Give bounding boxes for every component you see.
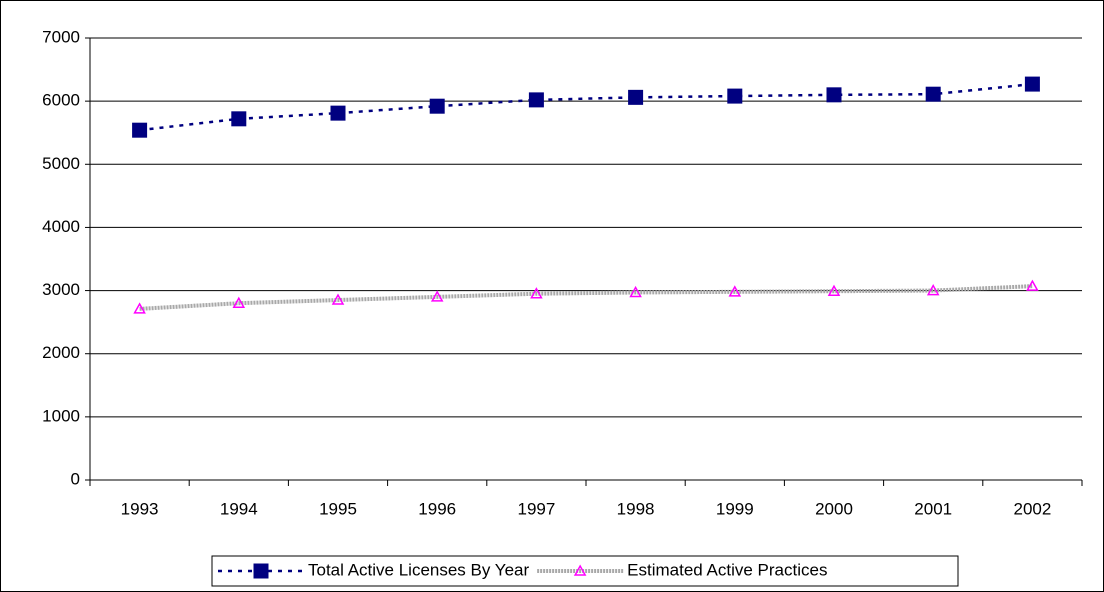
x-tick-label: 1999 — [716, 499, 754, 518]
x-tick-label: 1994 — [220, 499, 258, 518]
y-tick-label: 0 — [71, 469, 80, 488]
data-point — [231, 111, 247, 127]
data-point — [926, 284, 940, 296]
data-point — [1026, 279, 1039, 291]
x-tick-label: 1993 — [121, 499, 159, 518]
data-point — [629, 285, 642, 298]
x-tick-label: 2000 — [815, 499, 853, 518]
x-tick-label: 1995 — [319, 499, 357, 518]
y-tick-label: 7000 — [42, 27, 80, 46]
data-point — [232, 296, 246, 308]
legend-label: Estimated Active Practices — [627, 560, 827, 579]
data-point — [728, 285, 742, 297]
data-point — [133, 302, 146, 314]
x-tick-label: 1997 — [517, 499, 555, 518]
x-tick-label: 1998 — [617, 499, 655, 518]
x-tick-label: 1996 — [418, 499, 456, 518]
data-point — [330, 105, 346, 121]
legend-label: Total Active Licenses By Year — [308, 560, 529, 579]
data-point — [430, 290, 444, 302]
data-point — [628, 89, 644, 105]
series-line — [139, 284, 1033, 311]
data-point — [827, 284, 841, 296]
y-tick-label: 5000 — [42, 154, 80, 173]
data-point — [727, 88, 743, 104]
y-tick-label: 1000 — [42, 406, 80, 425]
legend-marker — [573, 564, 587, 576]
data-point — [530, 287, 543, 299]
legend-box — [211, 555, 959, 587]
data-point — [1024, 76, 1040, 92]
data-point — [528, 92, 544, 108]
data-point — [429, 98, 445, 114]
x-tick-label: 2002 — [1013, 499, 1051, 518]
y-tick-label: 6000 — [42, 91, 80, 110]
y-tick-label: 2000 — [42, 343, 80, 362]
data-point — [826, 87, 842, 103]
data-point — [132, 122, 148, 138]
legend-marker — [253, 563, 269, 579]
data-point — [331, 293, 345, 305]
x-tick-label: 2001 — [914, 499, 952, 518]
y-tick-label: 4000 — [42, 217, 80, 236]
data-point — [925, 86, 941, 102]
y-tick-label: 3000 — [42, 280, 80, 299]
